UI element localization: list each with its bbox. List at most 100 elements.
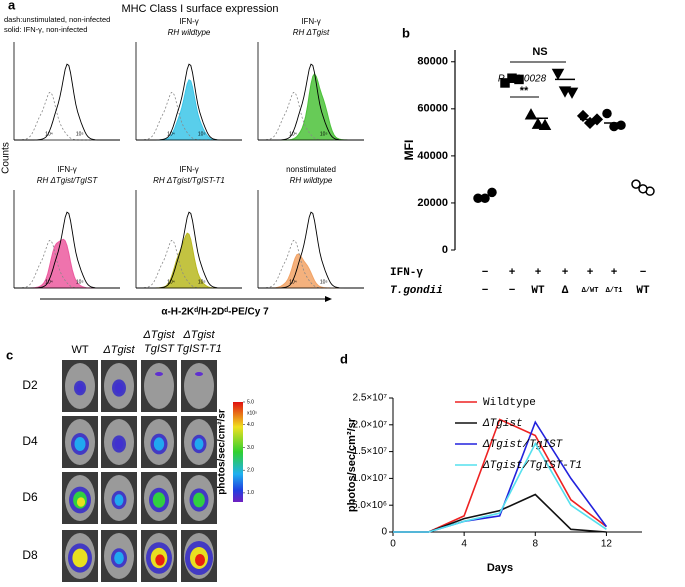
legend-label: Wildtype: [483, 397, 536, 409]
panel-label: b: [402, 25, 410, 40]
panel-caption: RH ΔTgist: [293, 28, 330, 37]
series-line: [393, 441, 607, 533]
data-point: [507, 73, 517, 83]
histogram-panel: 10⁴ 10⁵ nonstimulated RH wildtype: [257, 165, 364, 289]
tick-label: 10⁴: [45, 279, 53, 285]
condition-value: +: [587, 267, 594, 279]
condition-value: −: [482, 267, 489, 279]
tick-label: 10⁴: [289, 279, 297, 285]
mouse-body: [144, 363, 174, 409]
panel-caption: RH ΔTgist/TgIST: [37, 176, 99, 185]
y-tick-label: 60000: [417, 103, 448, 115]
panel-caption: nonstimulated: [286, 165, 336, 174]
condition-value: Δ/WT: [582, 287, 599, 295]
panel-caption: RH wildtype: [290, 176, 333, 185]
y-axis-label: Counts: [1, 142, 12, 174]
y-tick-label: 20000: [417, 197, 448, 209]
data-point: [638, 184, 648, 194]
signal: [194, 438, 204, 450]
panel-label: c: [6, 347, 13, 362]
tick-label: 10⁴: [167, 131, 175, 137]
histogram-solid: [14, 63, 120, 141]
legend-label: ΔTgist/TgIST: [482, 439, 564, 451]
annotation: **: [520, 85, 529, 97]
histogram-fill: [136, 232, 242, 289]
condition-value: Δ/T1: [606, 287, 623, 295]
column-label: TgIST: [144, 343, 175, 355]
panel-caption: IFN-γ: [179, 17, 199, 26]
y-tick-label: 1.0×10⁷: [353, 473, 388, 484]
panel-label: a: [8, 0, 16, 12]
signal: [114, 438, 124, 450]
signal: [196, 497, 204, 507]
y-axis-label: photos/sec/cm²/sr: [346, 417, 358, 512]
condition-value: +: [611, 267, 618, 279]
y-tick-label: 2.5×10⁷: [353, 393, 388, 404]
signal: [195, 372, 203, 376]
colorbar-tick-label: 4.0: [247, 422, 254, 428]
condition-value: −: [482, 285, 489, 297]
tick-label: 10⁵: [76, 279, 84, 285]
data-point: [531, 117, 545, 129]
signal: [76, 497, 86, 507]
tick-label: 10⁴: [45, 131, 53, 137]
data-point: [565, 87, 579, 99]
signal: [195, 554, 205, 566]
tick-label: 10⁵: [198, 279, 206, 285]
panel-caption: RH wildtype: [168, 28, 211, 37]
tick-label: 10⁵: [198, 131, 206, 137]
histogram-panel: 10⁴ 10⁵: [13, 42, 120, 141]
y-tick-label: 1.5×10⁷: [353, 446, 388, 457]
signal: [114, 382, 124, 394]
row-label: D4: [22, 434, 38, 448]
row-label: D8: [22, 548, 38, 562]
x-tick-label: 0: [390, 539, 396, 550]
legend-label: ΔTgist: [482, 418, 523, 430]
arrow-head: [325, 296, 332, 302]
legend-text: dash:unstimulated, non-infected: [4, 15, 110, 24]
y-tick-label: 40000: [417, 150, 448, 162]
legend-text: solid: IFN-γ, non-infected: [4, 25, 87, 34]
condition-label: IFN-γ: [390, 267, 423, 279]
panel-caption: IFN-γ: [179, 165, 199, 174]
y-axis-label: MFI: [402, 140, 416, 161]
data-point: [602, 108, 612, 119]
signal: [156, 497, 164, 507]
tick-label: 10⁵: [320, 279, 328, 285]
row-label: D2: [22, 378, 38, 392]
condition-value: WT: [531, 285, 545, 297]
row-label: D6: [22, 490, 38, 504]
data-point: [487, 187, 497, 198]
histogram-panel: 10⁴ 10⁵ IFN-γ RH ΔTgist/TgIST-T1: [135, 165, 242, 289]
panel-caption: IFN-γ: [57, 165, 77, 174]
data-point: [576, 109, 590, 122]
condition-value: +: [535, 267, 542, 279]
signal: [155, 554, 165, 566]
condition-value: −: [640, 267, 647, 279]
x-tick-label: 12: [601, 539, 613, 550]
mouse-body: [184, 363, 214, 409]
panel-title: MHC Class I surface expression: [121, 3, 278, 15]
histogram-fill: [136, 79, 242, 141]
y-tick-label: 5.0×10⁶: [352, 500, 387, 511]
condition-value: +: [509, 267, 516, 279]
tick-label: 10⁵: [76, 131, 84, 137]
signal: [153, 437, 165, 451]
panel-caption: IFN-γ: [301, 17, 321, 26]
histogram-panel: 10⁴ 10⁵ IFN-γ RH ΔTgist/TgIST: [13, 165, 120, 289]
histogram-panel: 10⁴ 10⁵ IFN-γ RH ΔTgist: [257, 17, 364, 141]
column-label: ΔTgist: [182, 329, 215, 341]
column-label: WT: [71, 344, 88, 356]
colorbar: [233, 402, 243, 502]
data-point: [551, 68, 565, 81]
histogram-fill: [14, 238, 120, 289]
annotation: NS: [532, 46, 547, 58]
panel-label: d: [340, 351, 348, 366]
legend-label: ΔTgist/TgIST-T1: [482, 460, 582, 472]
column-label: ΔTgist: [142, 329, 175, 341]
tick-label: 10⁴: [289, 131, 297, 137]
panel-caption: RH ΔTgist/TgIST-T1: [153, 176, 225, 185]
colorbar-tick-label: 2.0: [247, 468, 254, 474]
x-tick-label: 8: [533, 539, 539, 550]
